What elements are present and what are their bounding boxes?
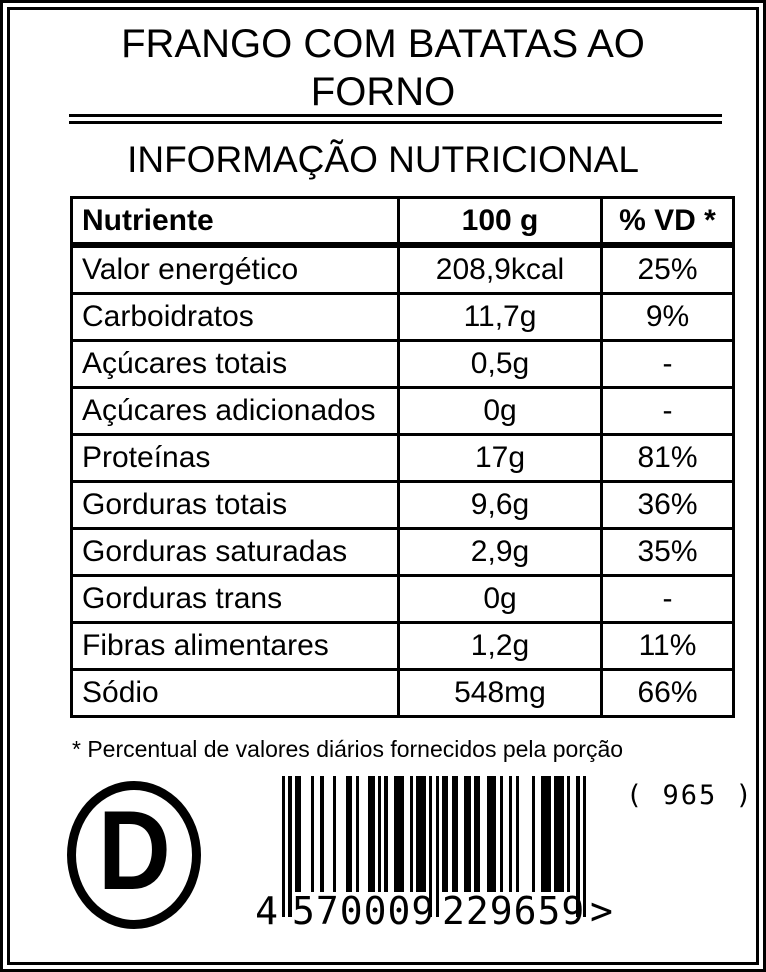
column-header-vd: % VD * xyxy=(600,196,735,248)
per100g-cell: 9,6g xyxy=(397,480,603,530)
barcode-bar xyxy=(435,776,439,917)
nutrient-cell: Sódio xyxy=(70,668,400,718)
per100g-cell: 0g xyxy=(397,386,603,436)
brand-d-logo: D xyxy=(67,781,201,929)
barcode-bar xyxy=(288,776,292,917)
footnote: * Percentual de valores diários fornecid… xyxy=(72,736,624,762)
nutrient-cell: Carboidratos xyxy=(70,292,400,342)
barcode-digit-left: 4 xyxy=(255,889,278,933)
table-row: Sódio 548mg 66% xyxy=(70,668,735,718)
nutrition-table: Nutriente 100 g % VD * Valor energético 2… xyxy=(70,196,735,718)
nutrition-subtitle: INFORMAÇÃO NUTRICIONAL xyxy=(127,139,639,180)
barcode-bar xyxy=(282,776,286,917)
barcode-bar xyxy=(464,776,471,892)
vd-cell: 81% xyxy=(600,433,735,483)
per100g-cell: 0,5g xyxy=(397,339,603,389)
barcode-bar xyxy=(554,776,564,892)
table-row: Proteínas 17g 81% xyxy=(70,433,735,483)
barcode-bar xyxy=(451,776,458,892)
product-title-text: FRANGO COM BATATAS AO FORNO xyxy=(121,22,645,114)
vd-cell: 36% xyxy=(600,480,735,530)
barcode-bar xyxy=(499,776,503,892)
barcode-bar xyxy=(384,776,388,892)
nutrient-cell: Fibras alimentares xyxy=(70,621,400,671)
d-letter: D xyxy=(97,788,171,913)
barcode-bar xyxy=(410,776,414,892)
vd-cell: 35% xyxy=(600,527,735,577)
barcode-bar xyxy=(416,776,426,892)
vd-cell: 66% xyxy=(600,668,735,718)
per100g-cell: 208,9kcal xyxy=(397,243,603,295)
barcode-bar xyxy=(333,776,337,892)
table-row: Gorduras trans 0g - xyxy=(70,574,735,624)
nutrient-cell: Gorduras saturadas xyxy=(70,527,400,577)
barcode-bar xyxy=(442,776,449,892)
barcode-bar xyxy=(582,776,586,917)
barcode-bar xyxy=(378,776,382,892)
barcode-digit-group2: 229659 xyxy=(442,889,586,933)
nutrition-table-body: Valor energético 208,9kcal 25% Carboidratos… xyxy=(70,243,735,718)
table-row: Açúcares totais 0,5g - xyxy=(70,339,735,389)
barcode-bar xyxy=(474,776,481,892)
barcode-bar xyxy=(509,776,513,892)
nutrient-cell: Açúcares totais xyxy=(70,339,400,389)
vd-cell: 11% xyxy=(600,621,735,671)
vd-cell: 25% xyxy=(600,243,735,295)
vd-cell: - xyxy=(600,386,735,436)
nutrient-cell: Valor energético xyxy=(70,243,400,295)
per100g-cell: 1,2g xyxy=(397,621,603,671)
barcode-bar xyxy=(531,776,535,892)
per100g-cell: 0g xyxy=(397,574,603,624)
barcode-bar xyxy=(355,776,359,892)
per100g-cell: 11,7g xyxy=(397,292,603,342)
table-row: Valor energético 208,9kcal 25% xyxy=(70,243,735,295)
table-row: Gorduras totais 9,6g 36% xyxy=(70,480,735,530)
nutrient-cell: Proteínas xyxy=(70,433,400,483)
nutrient-cell: Gorduras trans xyxy=(70,574,400,624)
barcode-bar xyxy=(310,776,314,892)
table-row: Gorduras saturadas 2,9g 35% xyxy=(70,527,735,577)
barcode-bar xyxy=(576,776,580,917)
title-divider xyxy=(69,114,722,124)
barcode-bar xyxy=(486,776,497,892)
barcode-digit-trailing: > xyxy=(590,889,613,933)
barcode-bar xyxy=(294,776,302,892)
barcode-bar xyxy=(368,776,375,892)
per100g-cell: 17g xyxy=(397,433,603,483)
barcode: 4 570009 229659 > xyxy=(255,776,613,933)
barcode-bar xyxy=(320,776,324,892)
barcode-bar xyxy=(515,776,519,892)
table-row: Carboidratos 11,7g 9% xyxy=(70,292,735,342)
barcode-bar xyxy=(541,776,551,892)
table-header-row: Nutriente 100 g % VD * xyxy=(70,196,735,248)
table-row: Açúcares adicionados 0g - xyxy=(70,386,735,436)
barcode-bar xyxy=(566,776,570,892)
side-code: ( 965 ) xyxy=(626,780,754,811)
per100g-cell: 2,9g xyxy=(397,527,603,577)
column-header-nutrient: Nutriente xyxy=(70,196,400,248)
table-row: Fibras alimentares 1,2g 11% xyxy=(70,621,735,671)
product-title: FRANGO COM BATATAS AO FORNO xyxy=(10,20,756,116)
vd-cell: 9% xyxy=(600,292,735,342)
nutrient-cell: Gorduras totais xyxy=(70,480,400,530)
vd-cell: - xyxy=(600,339,735,389)
per100g-cell: 548mg xyxy=(397,668,603,718)
column-header-100g: 100 g xyxy=(397,196,603,248)
barcode-bar xyxy=(394,776,404,892)
barcode-bar xyxy=(429,776,433,917)
barcode-bar xyxy=(346,776,353,892)
nutrient-cell: Açúcares adicionados xyxy=(70,386,400,436)
vd-cell: - xyxy=(600,574,735,624)
barcode-digit-group1: 570009 xyxy=(292,889,436,933)
